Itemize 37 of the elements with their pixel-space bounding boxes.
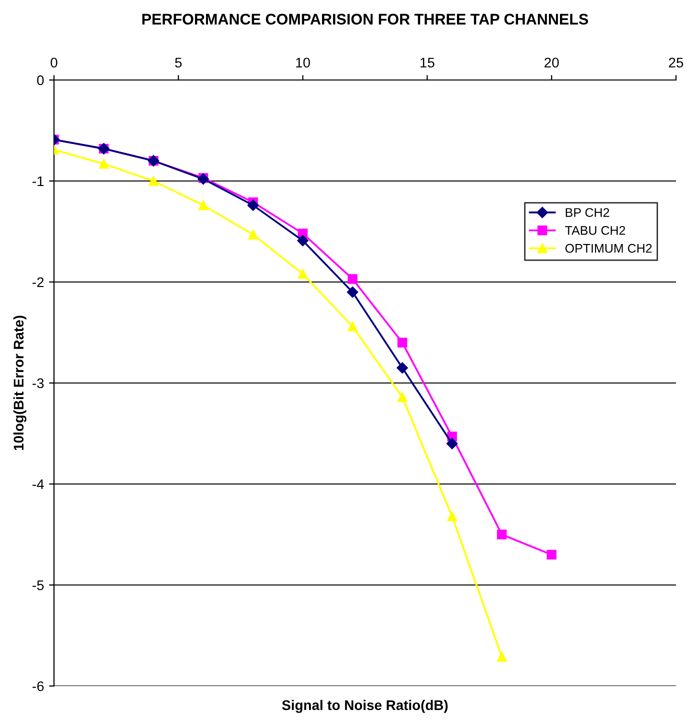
point <box>496 530 507 540</box>
point <box>348 274 358 284</box>
point <box>298 269 308 279</box>
y-tick-label: -1 <box>32 176 44 186</box>
x-tick-label: 15 <box>420 58 434 68</box>
point <box>496 652 507 662</box>
point <box>248 230 258 240</box>
chart-title: PERFORMANCE COMPARISION FOR THREE TAP CHANNELS <box>142 14 588 25</box>
point <box>396 362 408 374</box>
x-tick-label: 25 <box>668 58 684 68</box>
point <box>247 200 259 211</box>
point <box>397 392 408 402</box>
y-tick-label: -3 <box>32 378 44 388</box>
point <box>198 200 208 210</box>
point <box>297 234 308 246</box>
y-axis-title: 10log(Bit Error Rate) <box>13 316 26 450</box>
point <box>446 438 458 450</box>
point <box>98 158 109 169</box>
legend-label: OPTIMUM CH2 <box>565 244 652 253</box>
legend-label: BP CH2 <box>566 208 610 217</box>
x-tick-label: 20 <box>544 58 559 68</box>
point <box>546 550 556 560</box>
y-tick-label: -2 <box>32 277 44 288</box>
point <box>348 322 358 332</box>
legend-label: TABU CH2 <box>565 226 626 235</box>
y-tick-label: 0 <box>37 75 44 86</box>
y-tick-label: -5 <box>32 580 44 590</box>
x-tick-label: 0 <box>50 58 58 68</box>
y-tick-label: -6 <box>32 681 44 692</box>
x-tick-label: 10 <box>296 58 310 68</box>
point <box>148 176 158 186</box>
x-tick-label: 5 <box>175 58 182 68</box>
point <box>397 338 408 348</box>
point <box>346 286 358 298</box>
x-axis-title: Signal to Noise Ratio(dB) <box>282 700 448 713</box>
point <box>447 511 457 522</box>
y-tick-label: -4 <box>32 479 44 490</box>
